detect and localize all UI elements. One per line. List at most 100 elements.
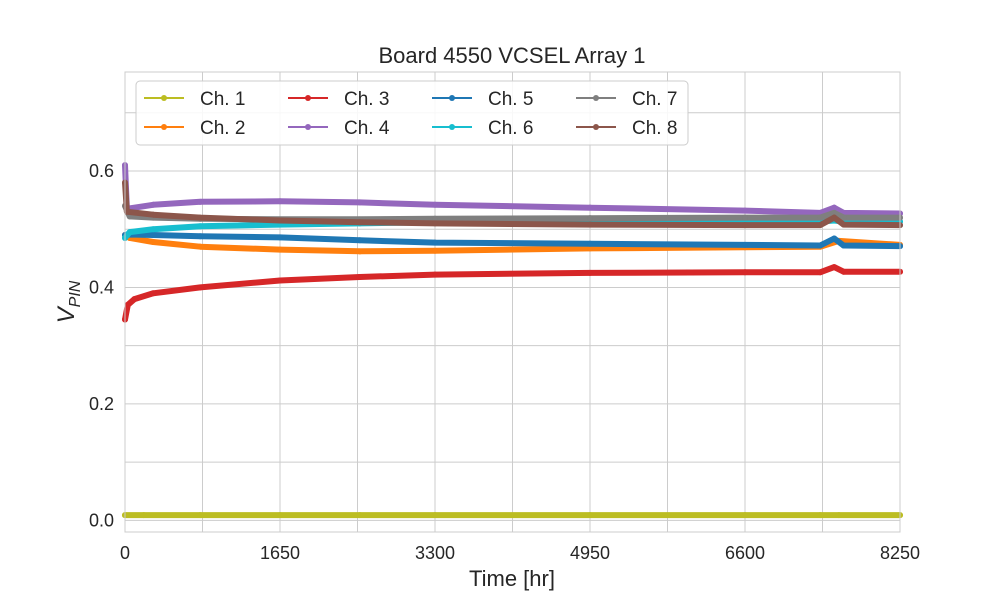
data-point-ch-8	[840, 221, 847, 228]
y-axis-label: VPIN	[53, 280, 84, 323]
legend-label: Ch. 2	[200, 118, 245, 139]
data-point-ch-8	[277, 217, 283, 224]
legend-entry-ch-5: Ch. 5	[432, 89, 533, 110]
data-point-ch-1	[587, 512, 593, 519]
legend-label: Ch. 6	[488, 118, 533, 139]
data-point-ch-2	[197, 243, 204, 250]
data-point-ch-1	[277, 512, 283, 519]
data-point-ch-3	[817, 269, 824, 276]
data-point-ch-1	[817, 512, 824, 519]
legend-swatch-marker	[161, 124, 167, 130]
data-point-ch-1	[742, 512, 748, 519]
data-point-ch-4	[197, 198, 204, 205]
data-point-ch-6	[197, 223, 204, 230]
data-point-ch-3	[150, 290, 157, 297]
legend-entry-ch-8: Ch. 8	[576, 118, 677, 139]
data-point-ch-8	[432, 220, 438, 227]
legend-entry-ch-2: Ch. 2	[144, 118, 245, 139]
data-point-ch-3	[831, 264, 838, 271]
grid-lines	[125, 72, 900, 532]
data-point-ch-3	[742, 269, 748, 276]
data-point-ch-5	[840, 242, 847, 249]
data-point-ch-5	[817, 242, 824, 249]
data-point-ch-2	[432, 247, 438, 254]
y-tick-label: 0.0	[89, 510, 114, 530]
y-tick-label: 0.2	[89, 394, 114, 414]
data-point-ch-8	[817, 222, 824, 229]
data-point-ch-5	[197, 233, 204, 240]
x-tick-label: 8250	[880, 543, 920, 563]
data-point-ch-2	[150, 239, 157, 246]
data-point-ch-3	[124, 301, 131, 308]
data-point-ch-3	[197, 284, 204, 291]
data-point-ch-7	[831, 209, 838, 216]
data-point-ch-8	[356, 219, 363, 226]
x-tick-label: 0	[120, 543, 130, 563]
data-point-ch-3	[840, 268, 847, 275]
data-point-ch-8	[742, 222, 748, 229]
data-point-ch-5	[742, 241, 748, 248]
y-axis-ticks: 0.0 0.2 0.4 0.6	[89, 161, 114, 530]
x-tick-label: 3300	[415, 543, 455, 563]
series-layer	[122, 162, 903, 519]
chart-title: Board 4550 VCSEL Array 1	[378, 43, 645, 68]
data-point-ch-4	[356, 199, 363, 206]
legend-label: Ch. 3	[344, 89, 389, 110]
legend-swatch-marker	[305, 124, 311, 130]
data-point-ch-2	[356, 248, 363, 255]
data-point-ch-4	[742, 207, 748, 214]
data-point-ch-1	[140, 512, 147, 519]
data-point-ch-2	[277, 246, 283, 253]
y-axis-label-subscript: PIN	[67, 280, 84, 307]
data-point-ch-5	[432, 239, 438, 246]
legend-swatch-marker	[593, 124, 599, 130]
legend-entry-ch-6: Ch. 6	[432, 118, 533, 139]
data-point-ch-7	[587, 215, 593, 222]
data-point-ch-7	[432, 215, 438, 222]
legend-entry-ch-7: Ch. 7	[576, 89, 677, 110]
data-point-ch-4	[432, 201, 438, 208]
legend-swatch-marker	[593, 95, 599, 101]
x-tick-label: 4950	[570, 543, 610, 563]
series-ch-3	[122, 264, 903, 323]
data-point-ch-3	[131, 296, 138, 303]
y-axis-label-main: V	[53, 305, 80, 323]
data-point-ch-4	[277, 198, 283, 205]
data-point-ch-8	[150, 211, 157, 218]
data-point-ch-4	[831, 204, 838, 211]
y-tick-label: 0.6	[89, 161, 114, 181]
data-point-ch-4	[150, 201, 157, 208]
data-point-ch-7	[742, 214, 748, 221]
legend-swatch-marker	[161, 95, 167, 101]
data-point-ch-7	[840, 214, 847, 221]
legend-entry-ch-4: Ch. 4	[288, 118, 390, 139]
data-point-ch-6	[150, 226, 157, 233]
data-point-ch-3	[587, 269, 593, 276]
legend-entry-ch-1: Ch. 1	[144, 89, 245, 110]
legend-swatch-marker	[449, 95, 455, 101]
data-point-ch-1	[835, 512, 842, 519]
data-point-ch-5	[277, 234, 283, 241]
data-point-ch-1	[356, 512, 363, 519]
legend-swatch-marker	[449, 124, 455, 130]
plot-frame	[124, 71, 901, 533]
legend-entry-ch-3: Ch. 3	[288, 89, 389, 110]
data-point-ch-3	[356, 273, 363, 280]
data-point-ch-5	[831, 235, 838, 242]
legend: Ch. 1 Ch. 2 Ch. 3 Ch. 4 Ch. 5 Ch. 6 Ch. 7 Ch. 8	[135, 80, 689, 146]
legend-box	[135, 80, 689, 146]
legend-label: Ch. 8	[632, 118, 677, 139]
x-axis-label: Time [hr]	[469, 566, 555, 591]
legend-label: Ch. 7	[632, 89, 677, 110]
data-point-ch-8	[831, 214, 838, 221]
legend-swatch-marker	[305, 95, 311, 101]
x-axis-ticks: 0 1650 3300 4950 6600 8250	[120, 543, 920, 563]
data-point-ch-5	[356, 237, 363, 244]
data-point-ch-6	[126, 229, 133, 236]
data-point-ch-1	[197, 512, 204, 519]
x-tick-label: 1650	[260, 543, 300, 563]
y-tick-label: 0.4	[89, 277, 114, 297]
x-tick-label: 6600	[725, 543, 765, 563]
data-point-ch-5	[587, 240, 593, 247]
data-point-ch-3	[277, 277, 283, 284]
